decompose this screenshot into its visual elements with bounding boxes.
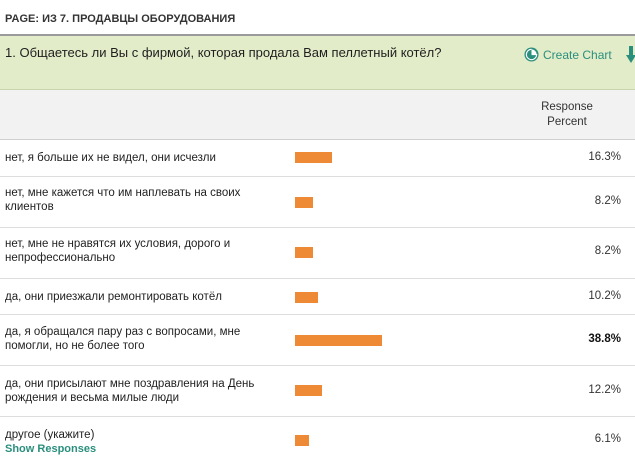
answer-label: нет, мне не нравятся их условия, дорого …: [5, 238, 231, 264]
question-bar: 1. Общаетесь ли Вы с фирмой, которая про…: [0, 36, 635, 90]
answer-label: нет, я больше их не видел, они исчезли: [5, 152, 216, 164]
table-row: нет, мне не нравятся их условия, дорого …: [0, 228, 635, 279]
response-bar: [295, 197, 313, 208]
table-row: нет, мне кажется что им наплевать на сво…: [0, 177, 635, 228]
response-bar: [295, 152, 332, 163]
show-responses-link[interactable]: Show Responses: [5, 443, 97, 455]
table-row: да, они присылают мне поздравления на Де…: [0, 366, 635, 417]
response-percent: 8.2%: [594, 195, 621, 207]
create-chart-button[interactable]: Create Chart: [524, 47, 612, 62]
table-row: другое (укажите) Show Responses 6.1%: [0, 417, 635, 464]
response-percent: 8.2%: [594, 245, 621, 257]
response-percent: 6.1%: [594, 433, 621, 445]
answer-label: да, они присылают мне поздравления на Де…: [5, 378, 255, 404]
response-percent: 10.2%: [588, 290, 621, 302]
response-percent: 38.8%: [588, 333, 621, 345]
answer-label: другое (укажите) Show Responses: [5, 428, 280, 456]
pie-chart-icon: [524, 47, 539, 62]
create-chart-label: Create Chart: [543, 47, 612, 62]
table-row: да, они приезжали ремонтировать котёл 10…: [0, 279, 635, 315]
response-bar: [295, 292, 318, 303]
answer-label-text: другое (укажите): [5, 429, 95, 441]
response-bar: [295, 247, 313, 258]
response-percent: 16.3%: [588, 151, 621, 163]
question-text: 1. Общаетесь ли Вы с фирмой, которая про…: [5, 45, 442, 60]
response-bar: [295, 335, 382, 346]
answer-label: нет, мне кажется что им наплевать на сво…: [5, 187, 241, 213]
response-bar: [295, 435, 309, 446]
response-bar: [295, 385, 322, 396]
response-percent-header: Response Percent: [541, 101, 593, 128]
page-title: PAGE: ИЗ 7. ПРОДАВЦЫ ОБОРУДОВАНИЯ: [0, 0, 635, 36]
answer-label: да, они приезжали ремонтировать котёл: [5, 291, 222, 303]
table-row: нет, я больше их не видел, они исчезли 1…: [0, 140, 635, 177]
table-header: Response Percent: [0, 90, 635, 140]
table-row: да, я обращался пару раз с вопросами, мн…: [0, 315, 635, 366]
response-percent: 12.2%: [588, 384, 621, 396]
answer-label: да, я обращался пару раз с вопросами, мн…: [5, 326, 241, 352]
download-arrow-icon[interactable]: [626, 46, 635, 64]
